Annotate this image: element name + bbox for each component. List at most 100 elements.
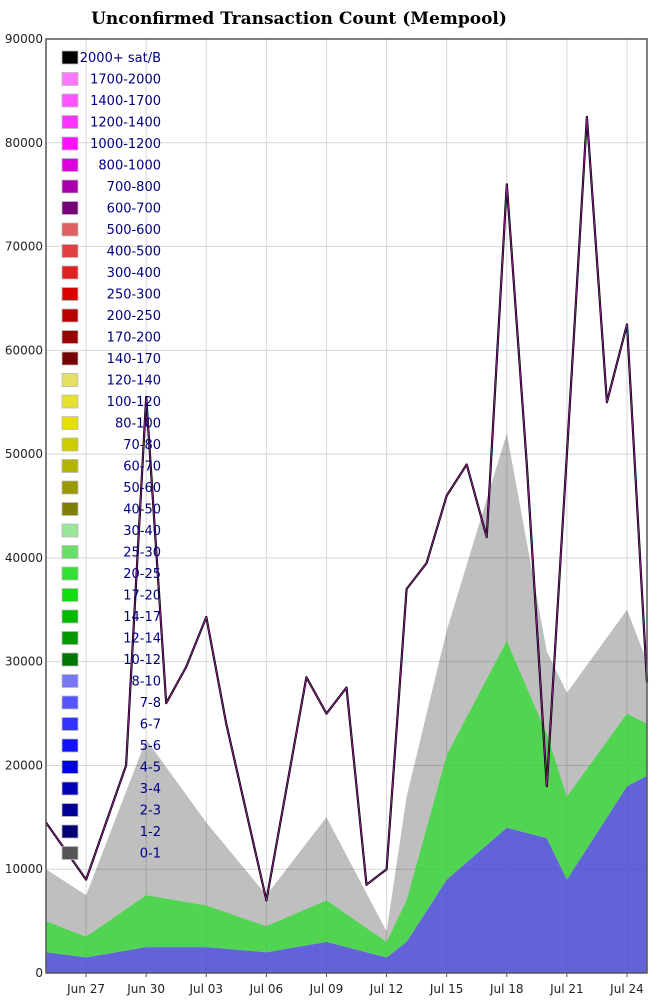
series-area-2 <box>46 640 647 958</box>
legend-label: 0-1 <box>140 847 161 862</box>
legend-label: 1400-1700 <box>90 94 161 109</box>
legend-swatch <box>61 803 79 817</box>
y-tick-label: 70000 <box>5 240 43 254</box>
legend-swatch <box>61 222 79 237</box>
y-tick-label: 80000 <box>5 136 43 150</box>
legend-swatch <box>61 609 79 624</box>
legend-swatch <box>61 760 79 774</box>
y-tick-label: 40000 <box>5 551 43 565</box>
legend-label: 8-10 <box>131 675 161 690</box>
legend-swatch <box>61 330 79 344</box>
legend-label: 2000+ sat/B <box>80 51 161 66</box>
x-tick-label: Jul 24 <box>609 982 644 996</box>
legend-swatch <box>61 566 79 581</box>
x-tick-label: Jul 06 <box>249 982 284 996</box>
legend-label: 3-4 <box>140 782 161 797</box>
legend-swatch <box>61 201 79 215</box>
legend-label: 1000-1200 <box>90 137 161 152</box>
legend-label: 170-200 <box>107 331 161 346</box>
legend-swatch <box>61 717 79 731</box>
x-tick-label: Jul 03 <box>188 982 223 996</box>
x-tick-label: Jul 09 <box>309 982 344 996</box>
legend-swatch <box>61 738 79 753</box>
legend-label: 140-170 <box>107 352 161 367</box>
legend-swatch <box>61 93 79 108</box>
legend-label: 6-7 <box>140 718 161 733</box>
legend-swatch <box>61 351 79 366</box>
legend-swatch <box>61 416 79 430</box>
total-count-outline <box>45 116 648 901</box>
legend-swatch <box>61 394 79 409</box>
legend-label: 600-700 <box>107 202 161 217</box>
legend-label: 10-12 <box>123 653 161 668</box>
x-tick-label: Jul 12 <box>369 982 404 996</box>
legend-label: 17-20 <box>123 589 161 604</box>
y-tick-label: 20000 <box>5 758 43 772</box>
x-tick-label: Jun 27 <box>66 982 105 996</box>
x-tick-label: Jul 15 <box>429 982 464 996</box>
legend-label: 700-800 <box>107 180 161 195</box>
legend-label: 30-40 <box>123 524 161 539</box>
legend-swatch <box>61 265 79 280</box>
legend: 2000+ sat/B 1700-2000 1400-1700 1200-1400 10… <box>61 50 161 862</box>
x-tick-label: Jul 21 <box>549 982 584 996</box>
legend-label: 14-17 <box>123 610 161 625</box>
x-tick-label: Jul 18 <box>489 982 524 996</box>
series-area-1 <box>46 775 647 973</box>
chart-title: Unconfirmed Transaction Count (Mempool) <box>91 9 507 29</box>
y-tick-label: 60000 <box>5 343 43 357</box>
legend-label: 200-250 <box>107 309 161 324</box>
y-tick-label: 30000 <box>5 655 43 669</box>
legend-swatch <box>61 781 79 796</box>
legend-label: 25-30 <box>123 546 161 561</box>
y-tick-label: 90000 <box>5 32 43 46</box>
legend-label: 40-50 <box>123 503 161 518</box>
y-tick-label: 10000 <box>5 862 43 876</box>
legend-label: 1-2 <box>140 825 161 840</box>
legend-label: 5-6 <box>140 739 161 754</box>
series-areas <box>45 115 649 973</box>
legend-swatch <box>61 437 79 452</box>
legend-swatch <box>61 72 79 86</box>
legend-swatch <box>61 502 79 516</box>
legend-swatch <box>61 158 79 172</box>
legend-label: 70-80 <box>123 438 161 453</box>
legend-swatch <box>61 523 79 538</box>
legend-label: 800-1000 <box>98 159 161 174</box>
legend-label: 400-500 <box>107 245 161 260</box>
legend-label: 250-300 <box>107 288 161 303</box>
legend-swatch <box>61 115 79 129</box>
legend-label: 1700-2000 <box>90 73 161 88</box>
legend-label: 60-70 <box>123 460 161 475</box>
legend-label: 7-8 <box>140 696 161 711</box>
legend-swatch <box>61 631 79 645</box>
legend-label: 2-3 <box>140 804 161 819</box>
legend-swatch <box>61 459 79 473</box>
legend-label: 1200-1400 <box>90 116 161 131</box>
legend-label: 50-60 <box>123 481 161 496</box>
y-tick-label: 0 <box>35 966 43 980</box>
legend-swatch <box>61 179 79 194</box>
legend-swatch <box>61 652 79 667</box>
legend-swatch <box>61 588 79 602</box>
series-area-3 <box>46 433 647 942</box>
plot-frame <box>45 38 648 974</box>
legend-swatch <box>61 373 79 387</box>
legend-swatch <box>61 824 79 839</box>
y-tick-label: 50000 <box>5 447 43 461</box>
legend-swatch <box>61 545 79 559</box>
legend-swatch <box>61 695 79 710</box>
legend-label: 300-400 <box>107 266 161 281</box>
legend-swatch <box>61 480 79 495</box>
axes: 0 10000 20000 30000 40000 50000 60000 70000 8000… <box>5 32 644 996</box>
legend-label: 4-5 <box>140 761 161 776</box>
legend-label: 100-120 <box>107 395 161 410</box>
x-tick-label: Jun 30 <box>126 982 165 996</box>
legend-swatch <box>61 308 79 323</box>
legend-swatch <box>61 244 79 258</box>
legend-label: 12-14 <box>123 632 161 647</box>
legend-label: 80-100 <box>115 417 161 432</box>
legend-label: 500-600 <box>107 223 161 238</box>
legend-swatch <box>61 50 79 65</box>
